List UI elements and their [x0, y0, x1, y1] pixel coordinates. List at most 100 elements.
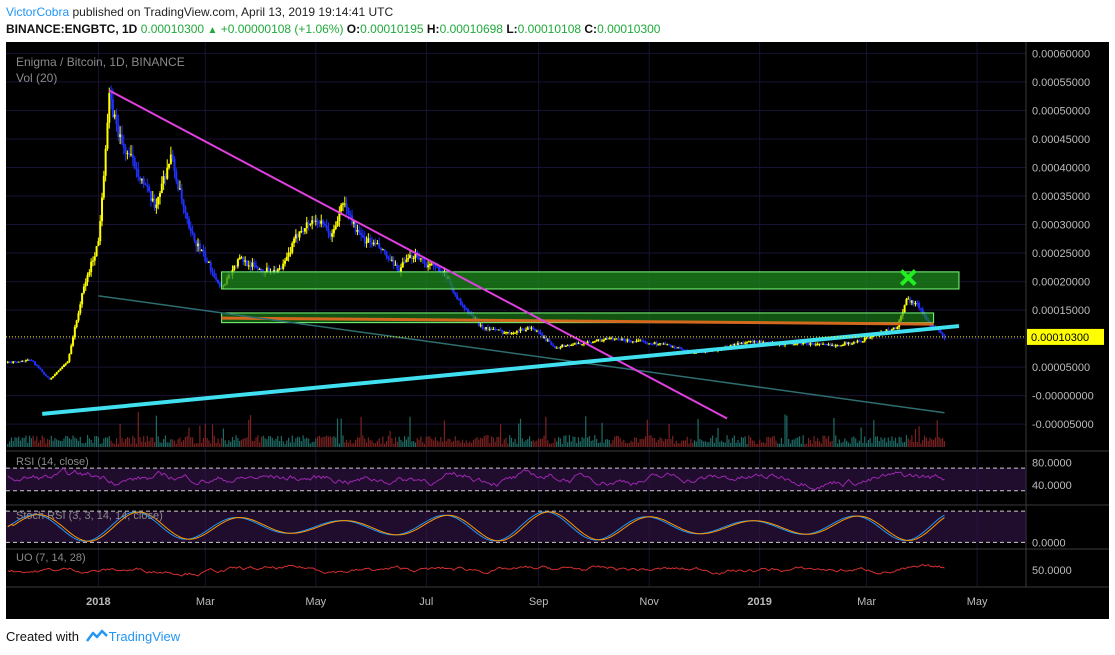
candle-body: [892, 327, 895, 330]
volume-bar: [771, 436, 773, 447]
volume-bar: [280, 436, 282, 447]
volume-bar: [193, 443, 196, 447]
candle-body: [8, 361, 11, 363]
volume-bar: [639, 439, 641, 447]
volume-bar: [615, 435, 618, 447]
candle-body: [30, 360, 33, 362]
volume-bar: [644, 436, 647, 447]
volume-bar: [233, 440, 235, 447]
candle-body: [544, 336, 547, 341]
volume-bar: [757, 443, 759, 447]
orange-level-line[interactable]: [221, 316, 934, 326]
volume-bar: [693, 440, 696, 447]
support-zone[interactable]: [221, 312, 935, 324]
volume-bar: [376, 440, 379, 447]
candle-body: [365, 242, 368, 244]
candle-body: [265, 267, 268, 272]
candle-body: [668, 344, 671, 346]
time-axis-tick-label: Mar: [196, 596, 215, 608]
candle-body: [608, 338, 611, 340]
candle-body: [247, 265, 250, 267]
candle-body: [187, 218, 190, 228]
volume-bar: [240, 439, 243, 447]
descending-trendline[interactable]: [108, 89, 728, 420]
volume-bar: [769, 437, 772, 447]
volume-bar: [596, 439, 598, 447]
volume-bar: [726, 435, 728, 447]
candle-body: [664, 343, 667, 345]
teal-trendline[interactable]: [98, 295, 945, 414]
volume-bar: [751, 440, 754, 447]
resistance-zone[interactable]: [221, 271, 960, 290]
candle-body: [499, 329, 502, 331]
candle-body: [273, 269, 276, 272]
volume-bar: [538, 438, 540, 447]
volume-bar: [605, 439, 607, 447]
volume-bar: [150, 437, 152, 447]
candle-body: [438, 267, 441, 272]
candle-body: [338, 210, 341, 222]
candle-body: [894, 327, 897, 330]
candle-body: [302, 231, 305, 233]
candle-body: [753, 341, 756, 343]
candle-body: [566, 345, 569, 347]
candle-body: [255, 265, 258, 268]
candle-body: [916, 302, 919, 304]
candle-body: [867, 337, 870, 339]
price-axis-tick-label: 0.00025000: [1032, 248, 1090, 260]
volume-bar: [153, 442, 156, 447]
candle-body: [488, 328, 491, 330]
candle-body: [842, 344, 845, 346]
candle-body: [370, 242, 373, 245]
volume-bar: [391, 438, 393, 447]
candle-body: [526, 327, 529, 330]
volume-bar: [922, 440, 924, 447]
candle-body: [829, 344, 832, 346]
volume-bar: [175, 443, 177, 447]
candle-body: [559, 347, 562, 349]
volume-bar: [384, 443, 386, 447]
support-trendline[interactable]: [42, 324, 960, 416]
volume-bar: [7, 443, 9, 447]
volume-bar: [943, 441, 946, 447]
volume-bar: [701, 440, 703, 447]
volume-bar: [510, 437, 513, 447]
volume-bar: [625, 442, 627, 447]
volume-bar: [155, 415, 157, 447]
publish-line: VictorCobra published on TradingView.com…: [6, 5, 393, 19]
candle-body: [139, 176, 142, 181]
volume-bar: [411, 441, 413, 447]
volume-bar: [871, 443, 873, 447]
candle-body: [428, 264, 431, 266]
rsi-label: RSI (14, close): [16, 456, 89, 468]
volume-bar: [268, 436, 270, 447]
candle-body: [655, 342, 658, 345]
price-chart[interactable]: 0.00010300 0.00060000 0.00055000 0.00050000…: [6, 42, 1109, 619]
author-link[interactable]: VictorCobra: [6, 5, 70, 19]
candle-body: [816, 344, 819, 346]
candle-body: [62, 364, 65, 368]
volume-bar: [210, 443, 212, 447]
candle-body: [361, 235, 364, 238]
volume-bar: [824, 435, 826, 447]
volume-bar: [101, 443, 103, 447]
volume-bar: [61, 441, 63, 447]
volume-bar: [181, 441, 183, 447]
volume-bar: [50, 435, 52, 447]
candle-body: [280, 268, 283, 270]
volume-bar: [302, 435, 304, 447]
x-marker-icon[interactable]: [899, 269, 917, 286]
candle-body: [256, 267, 259, 270]
candle-body: [178, 188, 181, 190]
candle-body: [64, 363, 67, 365]
candle-body: [677, 347, 680, 349]
volume-bar: [97, 437, 99, 447]
candle-body: [912, 300, 915, 305]
volume-bar: [653, 438, 656, 447]
volume-bar: [231, 437, 234, 447]
volume-bar: [800, 443, 802, 447]
candle-body: [642, 341, 645, 343]
tradingview-brand-link[interactable]: TradingView: [108, 629, 181, 644]
volume-bar: [900, 437, 902, 447]
volume-bar: [873, 420, 875, 447]
